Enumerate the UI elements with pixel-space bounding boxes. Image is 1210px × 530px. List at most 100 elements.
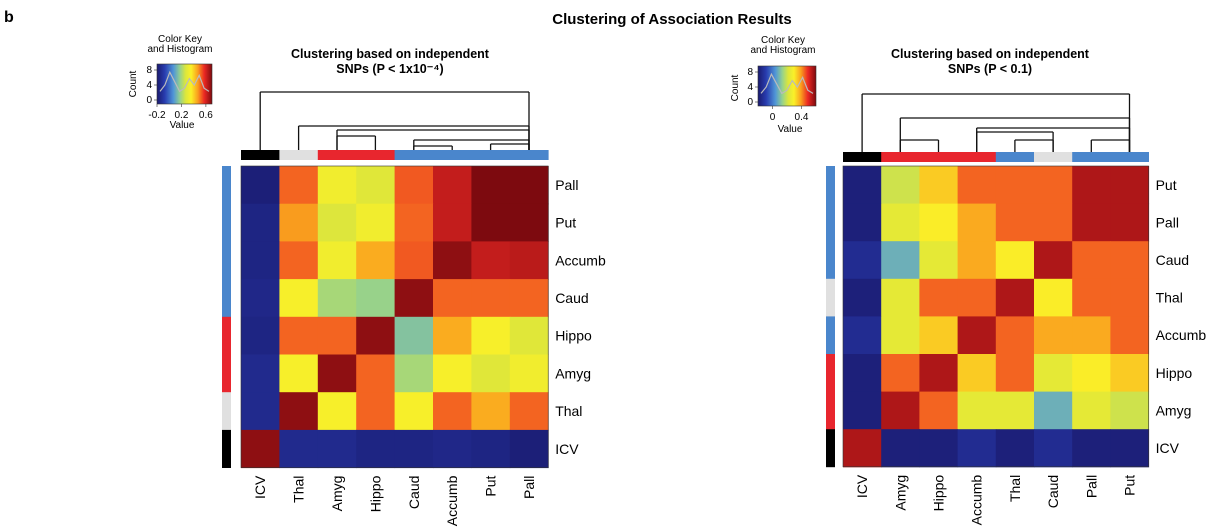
- heatmap-cell: [394, 354, 434, 393]
- heatmap-cell: [1034, 203, 1073, 242]
- heatmap-cell: [1034, 278, 1073, 317]
- color-key-value-label: Value: [778, 124, 803, 135]
- heatmap-cell: [881, 391, 920, 430]
- heatmap-cell: [957, 429, 997, 468]
- column-group-bar: [919, 152, 958, 162]
- heatmap-cell: [471, 241, 511, 280]
- heatmap-cell: [433, 429, 472, 469]
- row-group-bar: [826, 203, 835, 242]
- column-group-bar: [881, 152, 920, 162]
- count-tick-label: 4: [747, 82, 753, 93]
- heatmap-cell: [317, 279, 357, 318]
- heatmap-cell: [356, 166, 396, 205]
- value-tick-label: -0.2: [148, 110, 166, 121]
- heatmap-cell: [1072, 316, 1111, 355]
- heatmap-cell: [957, 278, 997, 317]
- column-label: ICV: [854, 474, 870, 498]
- column-label: Pall: [1083, 475, 1099, 498]
- heatmap-cell: [471, 203, 511, 242]
- color-key-count-label: Count: [128, 70, 139, 97]
- heatmap-cell: [1110, 354, 1150, 393]
- color-key-title: and Histogram: [147, 44, 212, 55]
- column-group-bar: [1110, 152, 1149, 162]
- column-group-bar: [241, 150, 280, 160]
- heatmap-cell: [843, 316, 882, 355]
- heatmap-cell: [995, 241, 1035, 280]
- value-tick-label: 0.6: [199, 110, 213, 121]
- color-key-histogram: [159, 70, 210, 93]
- heatmap-cell: [919, 278, 959, 317]
- column-group-bar: [394, 150, 434, 160]
- value-tick-label: 0.4: [795, 112, 809, 123]
- row-group-bar: [826, 316, 835, 355]
- main-title: Clustering of Association Results: [552, 11, 791, 28]
- color-key-title: Color Key: [761, 35, 805, 46]
- heatmap-cell: [843, 391, 882, 430]
- heatmap-cell: [471, 392, 511, 431]
- heatmap-cell: [471, 166, 511, 205]
- row-group-bar: [222, 241, 231, 280]
- heatmap-cell: [433, 203, 472, 242]
- heatmap-cell: [317, 241, 357, 280]
- count-tick-label: 8: [747, 67, 753, 78]
- column-label: Amyg: [892, 475, 908, 511]
- heatmap-cell: [279, 429, 319, 469]
- heatmap-cell: [279, 241, 319, 280]
- heatmap-cell: [881, 354, 920, 393]
- row-group-bar: [222, 316, 231, 355]
- heatmap-cell: [394, 429, 434, 469]
- heatmap-cell: [471, 354, 511, 393]
- column-label: Thal: [291, 476, 307, 503]
- heatmap-cell: [995, 278, 1035, 317]
- row-group-bar: [222, 429, 231, 468]
- heatmap-cell: [394, 279, 434, 318]
- column-dendrogram: [861, 93, 1131, 152]
- heatmap-cell: [881, 241, 920, 280]
- column-label: Thal: [1007, 475, 1023, 502]
- column-group-bar: [471, 150, 511, 160]
- heatmap-cell: [394, 166, 434, 205]
- heatmap-cell: [509, 316, 549, 355]
- column-label: Caud: [1045, 475, 1061, 508]
- heatmap-cell: [1072, 391, 1111, 430]
- row-group-bar: [826, 278, 835, 317]
- heatmap-cell: [356, 429, 396, 469]
- heatmap-cell: [843, 166, 882, 205]
- heatmap-cell: [509, 354, 549, 393]
- column-group-bar: [1072, 152, 1111, 162]
- column-label: Put: [1122, 475, 1138, 496]
- heatmap-cell: [279, 316, 319, 355]
- heatmap-cell: [241, 279, 280, 318]
- heatmap-cell: [356, 316, 396, 355]
- row-label: ICV: [555, 441, 579, 457]
- heatmap-cell: [919, 241, 959, 280]
- heatmap-cell: [995, 166, 1035, 205]
- column-group-bar: [356, 150, 395, 160]
- heatmap-cell: [394, 203, 434, 242]
- row-label: Accumb: [1156, 327, 1207, 343]
- column-group-bar: [1034, 152, 1073, 162]
- heatmap-cell: [509, 166, 549, 205]
- row-label: Hippo: [555, 328, 592, 344]
- chart-subtitle: Clustering based on independent: [291, 47, 490, 61]
- column-label: Pall: [521, 476, 537, 499]
- heatmap-cell: [957, 354, 997, 393]
- column-label: Amyg: [329, 476, 345, 512]
- row-group-bar: [826, 429, 835, 468]
- heatmap-cell: [1110, 278, 1150, 317]
- heatmap-cell: [881, 316, 920, 355]
- row-label: Amyg: [555, 365, 591, 381]
- heatmap-cell: [471, 316, 511, 355]
- column-label: Put: [483, 475, 499, 496]
- heatmap-cell: [881, 166, 920, 205]
- heatmap-cell: [1034, 429, 1073, 468]
- heatmap-cell: [957, 166, 997, 205]
- row-label: Pall: [555, 177, 578, 193]
- heatmap-cell: [317, 354, 357, 393]
- heatmap-cell: [881, 203, 920, 242]
- heatmap-cell: [957, 316, 997, 355]
- heatmap-cell: [241, 354, 280, 393]
- heatmap-cell: [509, 392, 549, 431]
